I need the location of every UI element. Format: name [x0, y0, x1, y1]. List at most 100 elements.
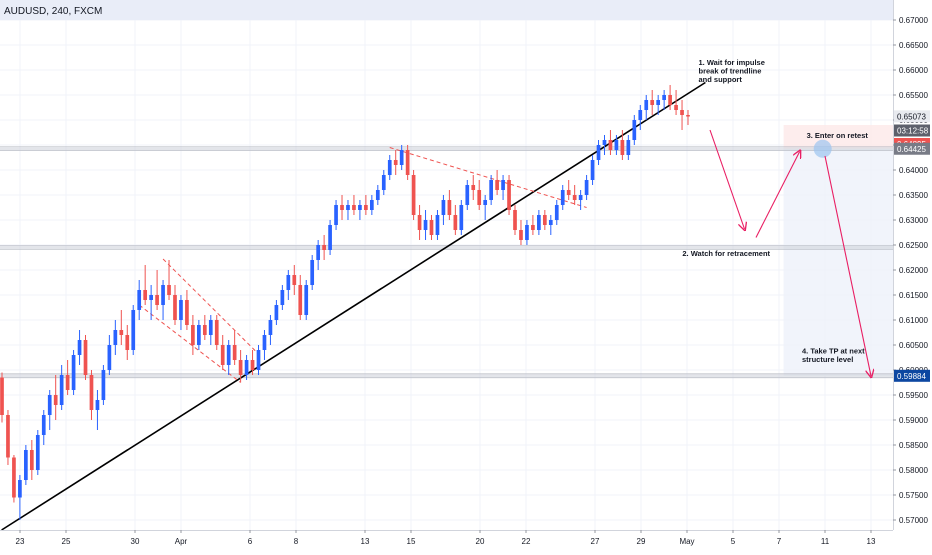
- candle-body[interactable]: [274, 305, 279, 320]
- candle-body[interactable]: [399, 150, 404, 165]
- candle-body[interactable]: [214, 320, 219, 345]
- candle-body[interactable]: [226, 345, 231, 365]
- candle-body[interactable]: [453, 215, 458, 230]
- candle-body[interactable]: [638, 110, 643, 120]
- candle-body[interactable]: [292, 275, 297, 285]
- candle-body[interactable]: [322, 245, 326, 250]
- candle-body[interactable]: [83, 340, 88, 375]
- candle-body[interactable]: [501, 180, 505, 190]
- candle-body[interactable]: [542, 215, 547, 225]
- candle-body[interactable]: [602, 140, 607, 145]
- candle-body[interactable]: [208, 320, 213, 335]
- candle-body[interactable]: [554, 205, 559, 220]
- candle-body[interactable]: [375, 190, 380, 200]
- candle-body[interactable]: [95, 400, 100, 410]
- candle-body[interactable]: [686, 115, 690, 117]
- candle-body[interactable]: [179, 300, 183, 320]
- candle-body[interactable]: [417, 215, 422, 230]
- take-profit-arrow[interactable]: [824, 155, 871, 376]
- candle-body[interactable]: [578, 195, 583, 200]
- candle-body[interactable]: [405, 150, 410, 175]
- candle-body[interactable]: [35, 435, 40, 470]
- candle-body[interactable]: [202, 325, 207, 335]
- candle-body[interactable]: [197, 325, 201, 345]
- candle-body[interactable]: [29, 450, 34, 470]
- candle-body[interactable]: [131, 310, 136, 350]
- candle-body[interactable]: [662, 95, 666, 100]
- candle-body[interactable]: [161, 285, 165, 305]
- candle-body[interactable]: [352, 205, 356, 210]
- candle-body[interactable]: [548, 220, 553, 225]
- candle-body[interactable]: [12, 457, 16, 498]
- candle-body[interactable]: [668, 95, 672, 105]
- candle-body[interactable]: [674, 105, 678, 110]
- candle-body[interactable]: [143, 290, 148, 300]
- candle-body[interactable]: [113, 330, 118, 345]
- candle-body[interactable]: [632, 120, 637, 140]
- candle-body[interactable]: [680, 110, 684, 115]
- candle-body[interactable]: [18, 480, 22, 498]
- candle-body[interactable]: [89, 375, 94, 410]
- candle-body[interactable]: [358, 205, 362, 210]
- candle-body[interactable]: [149, 295, 153, 300]
- candle-body[interactable]: [125, 335, 130, 350]
- candle-body[interactable]: [286, 275, 291, 290]
- level-band[interactable]: [0, 373, 893, 378]
- candle-body[interactable]: [244, 360, 249, 375]
- candle-body[interactable]: [531, 225, 535, 230]
- candle-body[interactable]: [238, 360, 243, 375]
- flag-lower-dashed-line[interactable]: [138, 304, 241, 383]
- candle-body[interactable]: [47, 395, 52, 415]
- ascending-trendline[interactable]: [1, 81, 706, 531]
- candle-body[interactable]: [489, 180, 493, 200]
- candle-body[interactable]: [250, 360, 255, 370]
- candle-body[interactable]: [101, 370, 106, 400]
- level-band[interactable]: [0, 146, 893, 151]
- candle-body[interactable]: [387, 160, 392, 175]
- wedge-upper-dashed-line[interactable]: [389, 147, 587, 208]
- candle-body[interactable]: [656, 100, 661, 105]
- candle-body[interactable]: [584, 180, 589, 195]
- retest-arrow[interactable]: [755, 152, 800, 238]
- candle-body[interactable]: [465, 185, 470, 205]
- retracement-arrow[interactable]: [709, 129, 745, 229]
- candle-body[interactable]: [560, 190, 565, 205]
- candle-body[interactable]: [59, 375, 64, 405]
- candle-body[interactable]: [525, 225, 529, 240]
- candle-body[interactable]: [316, 245, 321, 260]
- flag-upper-dashed-line[interactable]: [162, 258, 259, 355]
- candle-body[interactable]: [334, 205, 338, 225]
- candle-body[interactable]: [614, 140, 619, 150]
- candle-body[interactable]: [626, 140, 631, 155]
- candle-body[interactable]: [429, 220, 434, 235]
- candle-body[interactable]: [596, 145, 601, 160]
- candle-body[interactable]: [0, 377, 4, 416]
- candle-body[interactable]: [71, 355, 76, 390]
- candle-body[interactable]: [280, 290, 285, 305]
- candle-body[interactable]: [495, 180, 499, 190]
- candle-body[interactable]: [310, 260, 315, 285]
- candle-body[interactable]: [119, 330, 124, 335]
- candle-body[interactable]: [364, 205, 368, 210]
- candle-body[interactable]: [77, 340, 82, 355]
- candle-body[interactable]: [519, 230, 523, 240]
- price-axis[interactable]: [893, 0, 932, 550]
- candle-body[interactable]: [167, 285, 171, 295]
- candle-body[interactable]: [340, 205, 344, 210]
- entry-marker[interactable]: [813, 139, 832, 158]
- candle-body[interactable]: [173, 295, 177, 320]
- candle-body[interactable]: [459, 205, 464, 230]
- candle-body[interactable]: [566, 190, 571, 195]
- candle-body[interactable]: [477, 190, 482, 205]
- candle-body[interactable]: [298, 285, 303, 315]
- candle-body[interactable]: [191, 325, 195, 345]
- candle-body[interactable]: [590, 160, 595, 180]
- candle-body[interactable]: [369, 200, 374, 210]
- candle-body[interactable]: [411, 175, 416, 215]
- candle-body[interactable]: [507, 180, 511, 210]
- candle-body[interactable]: [644, 100, 649, 110]
- candle-body[interactable]: [537, 215, 541, 230]
- candle-body[interactable]: [155, 295, 159, 305]
- candle-body[interactable]: [6, 415, 10, 458]
